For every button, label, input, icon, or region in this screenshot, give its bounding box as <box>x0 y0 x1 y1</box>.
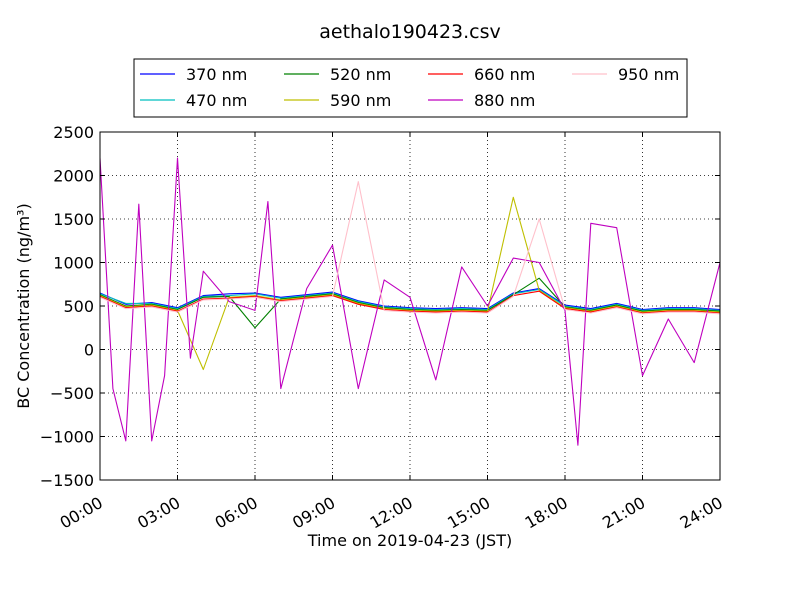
y-axis-label: BC Concentration (ng/m³) <box>14 203 33 408</box>
x-tick-label: 15:00 <box>444 493 493 533</box>
y-tick-label: −500 <box>50 384 94 403</box>
y-tick-label: 2000 <box>53 167 94 186</box>
series-line-590-nm <box>100 196 720 371</box>
legend-label-470-nm: 470 nm <box>186 91 247 110</box>
y-tick-label: 1000 <box>53 254 94 273</box>
y-tick-label: 2500 <box>53 123 94 142</box>
chart-title: aethalo190423.csv <box>319 21 501 43</box>
series-line-660-nm <box>100 290 720 314</box>
legend-label-590-nm: 590 nm <box>330 91 391 110</box>
y-tick-label: 0 <box>84 341 94 360</box>
x-tick-label: 24:00 <box>677 493 726 533</box>
legend: 370 nm 470 nm 520 nm 590 nm 660 nm 880 nm 950 … <box>133 58 688 118</box>
y-tick-label: −1000 <box>40 428 94 447</box>
x-axis-label: Time on 2019-04-23 (JST) <box>307 531 512 550</box>
series-line-520-nm <box>100 277 720 329</box>
legend-label-950-nm: 950 nm <box>618 65 679 84</box>
ticks: 00:00 03:00 06:00 09:00 12:00 15:00 18:00 21:00… <box>40 123 726 533</box>
series-line-470-nm <box>100 288 720 311</box>
legend-label-370-nm: 370 nm <box>186 65 247 84</box>
y-tick-label: 500 <box>63 297 94 316</box>
x-tick-label: 18:00 <box>522 493 571 533</box>
series-line-950-nm <box>100 181 720 315</box>
legend-label-520-nm: 520 nm <box>330 65 391 84</box>
x-tick-label: 21:00 <box>599 493 648 533</box>
legend-box <box>133 58 688 118</box>
x-tick-label: 06:00 <box>212 493 261 533</box>
x-tick-label: 00:00 <box>57 493 106 533</box>
x-tick-label: 09:00 <box>289 493 338 533</box>
legend-label-880-nm: 880 nm <box>474 91 535 110</box>
x-tick-label: 12:00 <box>367 493 416 533</box>
series-layer <box>100 157 720 446</box>
x-tick-label: 03:00 <box>134 493 183 533</box>
series-line-880-nm <box>100 157 720 446</box>
series-line-370-nm <box>100 288 720 311</box>
legend-label-660-nm: 660 nm <box>474 65 535 84</box>
y-tick-label: 1500 <box>53 210 94 229</box>
y-tick-label: −1500 <box>40 471 94 490</box>
